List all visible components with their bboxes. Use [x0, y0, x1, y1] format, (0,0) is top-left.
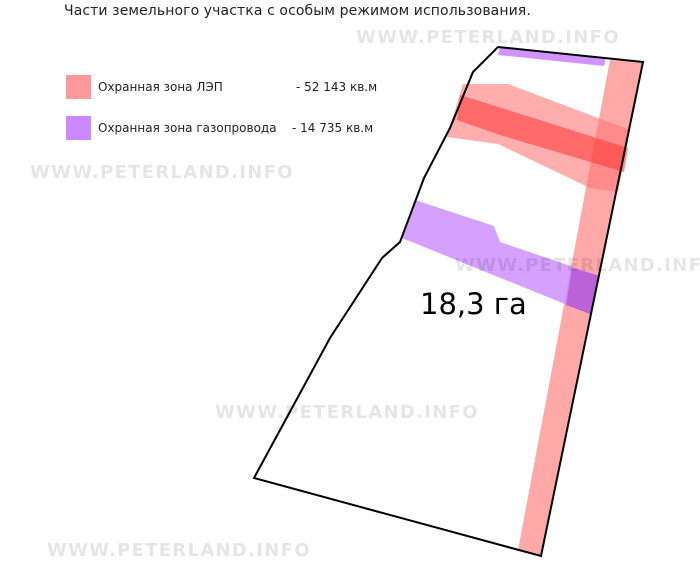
- map-title: Части земельного участка с особым режимо…: [64, 3, 531, 19]
- zone-overlap: [566, 268, 600, 314]
- watermark: WWW.PETERLAND.INFO: [455, 255, 700, 276]
- legend-value: - 14 735 кв.м: [292, 121, 374, 135]
- power-line-zone-band-core: [457, 95, 628, 172]
- parcel-area-label: 18,3 га: [420, 287, 527, 321]
- watermark: WWW.PETERLAND.INFO: [356, 27, 620, 48]
- gas-pipeline-swatch: [66, 116, 91, 140]
- watermark: WWW.PETERLAND.INFO: [30, 162, 294, 183]
- gas-pipeline-zone-top: [498, 47, 606, 66]
- watermark: WWW.PETERLAND.INFO: [47, 540, 311, 561]
- legend-label: Охранная зона ЛЭП: [98, 80, 223, 94]
- legend-label: Охранная зона газопровода: [98, 121, 277, 135]
- legend-value: - 52 143 кв.м: [296, 80, 378, 94]
- watermark: WWW.PETERLAND.INFO: [215, 402, 479, 423]
- parcel-boundary: [252, 45, 645, 558]
- power-line-swatch: [66, 75, 91, 99]
- gas-pipeline-zone-band: [402, 200, 600, 314]
